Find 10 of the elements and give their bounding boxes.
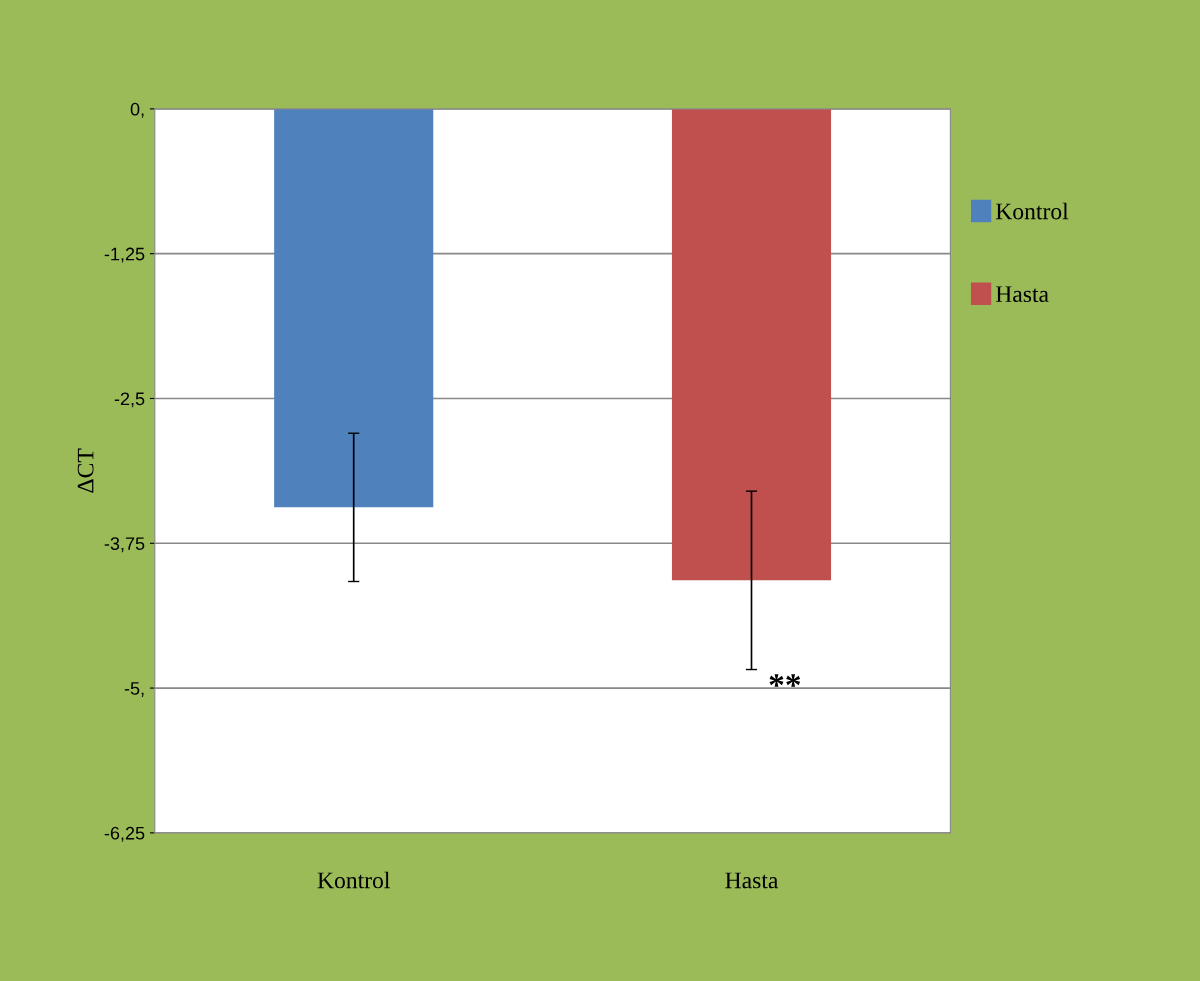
y-tick-label: -3,75 [104,537,145,553]
legend-label: Kontrol [995,202,1069,220]
y-tick-label: -2,5 [114,392,145,408]
y-tick-label: -1,25 [104,247,145,263]
y-tick-label: -6,25 [104,826,145,842]
y-tick-label: 0, [130,102,144,118]
legend-label: Hasta [995,286,1049,303]
annotation: ** [769,674,801,687]
y-tick-label: -5, [124,682,144,697]
y-axis-title: ΔCT [77,448,94,493]
